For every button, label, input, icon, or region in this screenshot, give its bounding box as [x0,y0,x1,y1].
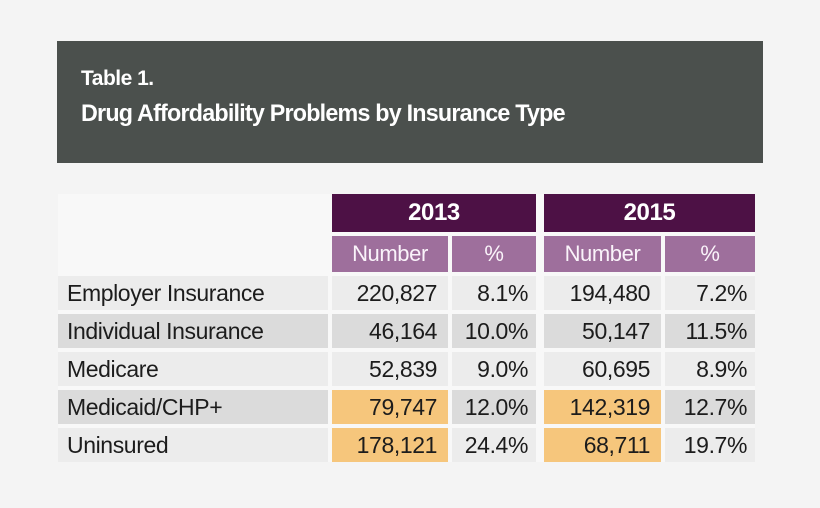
table-title-card: Table 1. Drug Affordability Problems by … [57,41,763,163]
row-label-individual-insurance: Individual Insurance [58,314,328,348]
cell-individual-2013-percent: 10.0% [452,314,536,348]
col-header-number-2013: Number [332,236,448,272]
cell-employer-2015-percent: 7.2% [665,276,755,310]
cell-employer-2013-percent: 8.1% [452,276,536,310]
cell-uninsured-2015-percent: 19.7% [665,428,755,462]
cell-medicare-2015-number: 60,695 [544,352,661,386]
cell-uninsured-2013-percent: 24.4% [452,428,536,462]
row-label-medicare: Medicare [58,352,328,386]
row-label-medicaid-chp: Medicaid/CHP+ [58,390,328,424]
year-header-2015: 2015 [544,194,755,232]
row-label-employer-insurance: Employer Insurance [58,276,328,310]
cell-uninsured-2015-number-highlighted: 68,711 [544,428,661,462]
cell-individual-2013-number: 46,164 [332,314,448,348]
cell-individual-2015-number: 50,147 [544,314,661,348]
cell-individual-2015-percent: 11.5% [665,314,755,348]
cell-employer-2015-number: 194,480 [544,276,661,310]
cell-medicaid-2015-percent: 12.7% [665,390,755,424]
col-header-number-2015: Number [544,236,661,272]
cell-medicare-2013-percent: 9.0% [452,352,536,386]
table-number-label: Table 1. [81,67,154,90]
cell-medicare-2015-percent: 8.9% [665,352,755,386]
page-title: Drug Affordability Problems by Insurance… [81,100,566,128]
cell-employer-2013-number: 220,827 [332,276,448,310]
cell-uninsured-2013-number-highlighted: 178,121 [332,428,448,462]
col-header-percent-2015: % [665,236,755,272]
cell-medicaid-2013-percent: 12.0% [452,390,536,424]
data-table: 2013 2015 Number % Number % Employer Ins… [58,194,755,462]
cell-medicare-2013-number: 52,839 [332,352,448,386]
year-header-2013: 2013 [332,194,536,232]
table-corner-cell [58,194,328,272]
cell-medicaid-2013-number-highlighted: 79,747 [332,390,448,424]
row-label-uninsured: Uninsured [58,428,328,462]
col-header-percent-2013: % [452,236,536,272]
cell-medicaid-2015-number-highlighted: 142,319 [544,390,661,424]
